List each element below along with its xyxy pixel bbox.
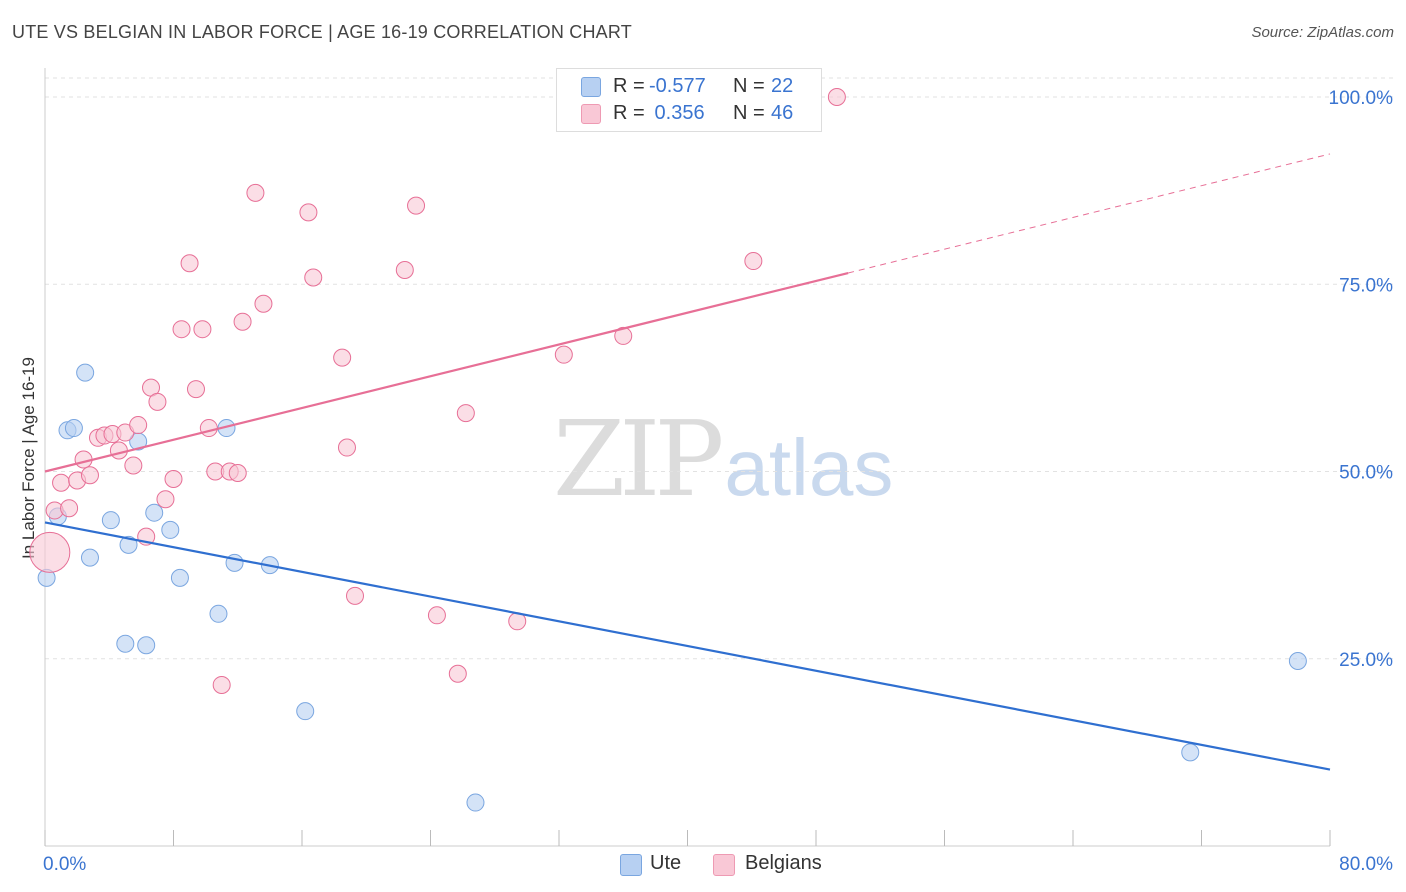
y-tick-label: 100.0% bbox=[1329, 88, 1394, 109]
ute-point bbox=[170, 568, 189, 587]
bottom-legend-label: Belgians bbox=[745, 852, 822, 874]
belgians-point bbox=[228, 463, 247, 482]
belgians-point bbox=[427, 606, 446, 625]
source-label: Source: ZipAtlas.com bbox=[1251, 24, 1394, 41]
ute-point bbox=[1181, 743, 1200, 762]
ute-point bbox=[161, 520, 180, 539]
belgians-point bbox=[246, 183, 265, 202]
ute-point bbox=[76, 363, 95, 382]
belgians-point bbox=[448, 664, 467, 683]
legend-swatch-ute bbox=[581, 77, 601, 97]
stats-legend: R = -0.577 N = 22 R = 0.356 N = 46 bbox=[556, 68, 822, 132]
belgians-point bbox=[148, 392, 167, 411]
belgians-point bbox=[129, 416, 148, 435]
legend-r-label: R = bbox=[613, 102, 645, 124]
belgians-trend-extension bbox=[848, 153, 1331, 274]
watermark-zip: ZIP bbox=[553, 398, 724, 520]
belgians-point bbox=[52, 473, 71, 492]
legend-n-value: 46 bbox=[771, 102, 794, 124]
ute-point bbox=[116, 634, 135, 653]
belgians-point bbox=[180, 254, 199, 273]
belgians-point bbox=[407, 196, 426, 215]
ute-point bbox=[296, 702, 315, 721]
belgians-point bbox=[337, 438, 356, 457]
ute-point bbox=[119, 535, 138, 554]
belgians-point bbox=[304, 268, 323, 287]
legend-r-value: 0.356 bbox=[649, 102, 705, 124]
watermark-atlas: atlas bbox=[724, 423, 894, 512]
legend-r-label: R = bbox=[613, 75, 645, 97]
ute-point bbox=[466, 793, 485, 812]
ute-point bbox=[137, 636, 156, 655]
ute-point bbox=[64, 419, 83, 438]
belgians-point bbox=[554, 345, 573, 364]
ute-point bbox=[80, 548, 99, 567]
belgians-point bbox=[164, 469, 183, 488]
belgians-point bbox=[827, 88, 846, 106]
x-tick-label: 0.0% bbox=[43, 854, 86, 875]
belgians-point bbox=[80, 466, 99, 485]
belgians-point bbox=[29, 531, 71, 573]
legend-n-label: N = bbox=[733, 75, 765, 97]
legend-n-value: 22 bbox=[771, 75, 794, 97]
y-tick-label: 25.0% bbox=[1339, 650, 1393, 671]
belgians-point bbox=[172, 320, 191, 339]
belgians-point bbox=[614, 326, 633, 345]
x-tick-label: 80.0% bbox=[1339, 854, 1393, 875]
bottom-swatch-ute bbox=[620, 854, 642, 876]
chart-title: UTE VS BELGIAN IN LABOR FORCE | AGE 16-1… bbox=[12, 22, 632, 42]
belgians-point bbox=[193, 320, 212, 339]
belgians-point bbox=[456, 404, 475, 423]
y-axis-label: In Labor Force | Age 16-19 bbox=[19, 357, 38, 559]
y-tick-label: 50.0% bbox=[1339, 463, 1393, 484]
legend-swatch-belgians bbox=[581, 104, 601, 124]
watermark: ZIPatlas bbox=[553, 398, 893, 520]
belgians-point bbox=[299, 203, 318, 222]
belgians-point bbox=[156, 490, 175, 509]
ute-point bbox=[1288, 651, 1307, 670]
ute-point bbox=[101, 511, 120, 530]
ute-point bbox=[145, 503, 164, 522]
y-tick-label: 75.0% bbox=[1339, 275, 1393, 296]
belgians-point bbox=[124, 456, 143, 475]
belgians-point bbox=[109, 441, 128, 460]
belgians-point bbox=[744, 252, 763, 271]
belgians-trend-line bbox=[44, 271, 849, 473]
bottom-legend-label: Ute bbox=[650, 852, 682, 874]
legend-r-value: -0.577 bbox=[649, 75, 706, 97]
belgians-point bbox=[254, 294, 273, 313]
belgians-point bbox=[199, 419, 218, 438]
legend-n-label: N = bbox=[733, 102, 765, 124]
belgians-point bbox=[233, 312, 252, 331]
belgians-point bbox=[346, 586, 365, 605]
belgians-point bbox=[212, 675, 231, 694]
belgians-point bbox=[186, 380, 205, 399]
belgians-point bbox=[395, 261, 414, 280]
bottom-swatch-belgians bbox=[713, 854, 735, 876]
ute-point bbox=[209, 604, 228, 623]
ute-trend-line bbox=[44, 521, 1331, 771]
belgians-point bbox=[333, 348, 352, 367]
belgians-point bbox=[60, 499, 79, 518]
